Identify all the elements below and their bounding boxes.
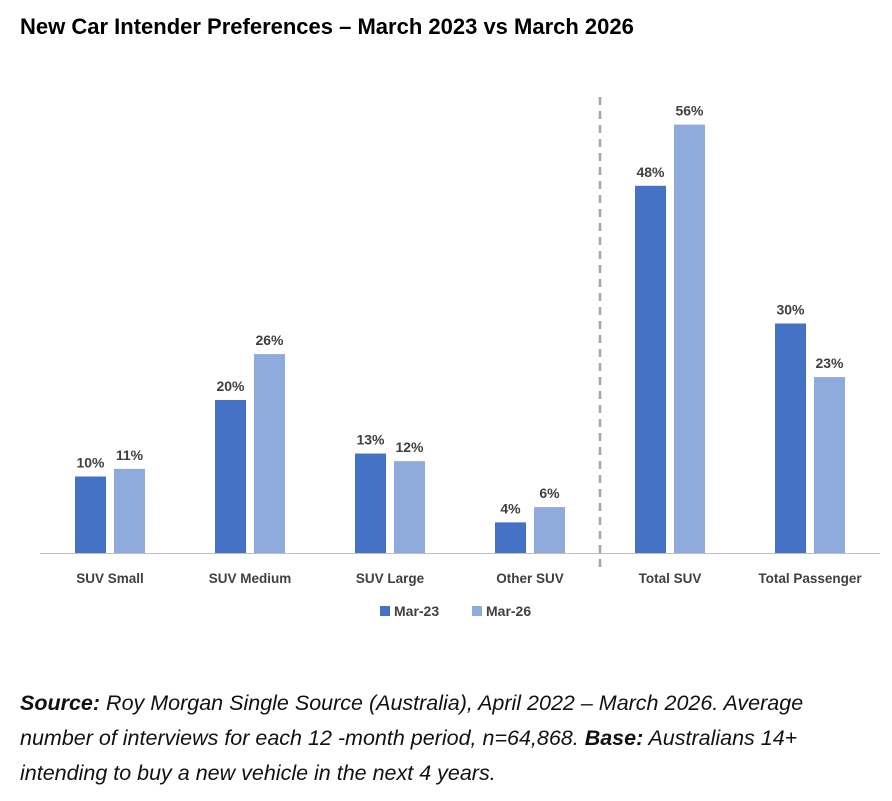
data-label: 6% <box>539 485 560 501</box>
data-label: 26% <box>255 332 284 348</box>
bar-mar-23-suv-small <box>75 476 106 553</box>
bar-mar-26-suv-medium <box>254 354 285 553</box>
base-text: Australians 14+ intending to buy a new v… <box>20 726 798 785</box>
data-label: 10% <box>76 455 105 471</box>
legend-label: Mar-23 <box>394 603 439 619</box>
bar-mar-26-other-suv <box>534 507 565 553</box>
category-label: SUV Medium <box>209 571 292 586</box>
data-label: 13% <box>356 432 385 448</box>
data-label: 12% <box>395 439 424 455</box>
category-label: Total SUV <box>639 571 702 586</box>
bar-chart: 10% 11% SUV Small 20% 26% SUV Medium 13% 12% SUV… <box>40 97 880 619</box>
bar-mar-23-suv-medium <box>215 400 246 553</box>
data-label: 11% <box>116 447 144 463</box>
data-label: 23% <box>815 355 844 371</box>
source-footnote: Source: Roy Morgan Single Source (Austra… <box>20 686 880 791</box>
bar-mar-23-other-suv <box>495 522 526 553</box>
bar-mar-26-total-suv <box>674 124 705 553</box>
category-label: Total Passenger <box>758 571 862 586</box>
data-label: 4% <box>500 500 521 516</box>
base-label: Base: <box>584 726 644 750</box>
data-label: 30% <box>776 302 805 318</box>
chart-title: New Car Intender Preferences – March 202… <box>20 14 634 39</box>
bar-mar-26-total-passenger <box>814 377 845 553</box>
source-label: Source: <box>20 691 101 715</box>
bar-mar-23-suv-large <box>355 453 386 553</box>
bar-mar-26-suv-small <box>114 468 145 553</box>
data-label: 20% <box>216 378 245 394</box>
category-label: Other SUV <box>496 571 564 586</box>
bar-mar-23-total-suv <box>635 185 666 554</box>
legend-label: Mar-26 <box>486 603 531 619</box>
data-label: 48% <box>636 164 665 180</box>
bar-mar-23-total-passenger <box>775 323 806 553</box>
legend-swatch <box>380 606 390 616</box>
category-label: SUV Large <box>356 571 425 586</box>
legend-swatch <box>472 606 482 616</box>
data-label: 56% <box>675 103 704 119</box>
category-label: SUV Small <box>76 571 144 586</box>
source-text: Roy Morgan Single Source (Australia), Ap… <box>20 691 804 750</box>
bar-mar-26-suv-large <box>394 461 425 553</box>
